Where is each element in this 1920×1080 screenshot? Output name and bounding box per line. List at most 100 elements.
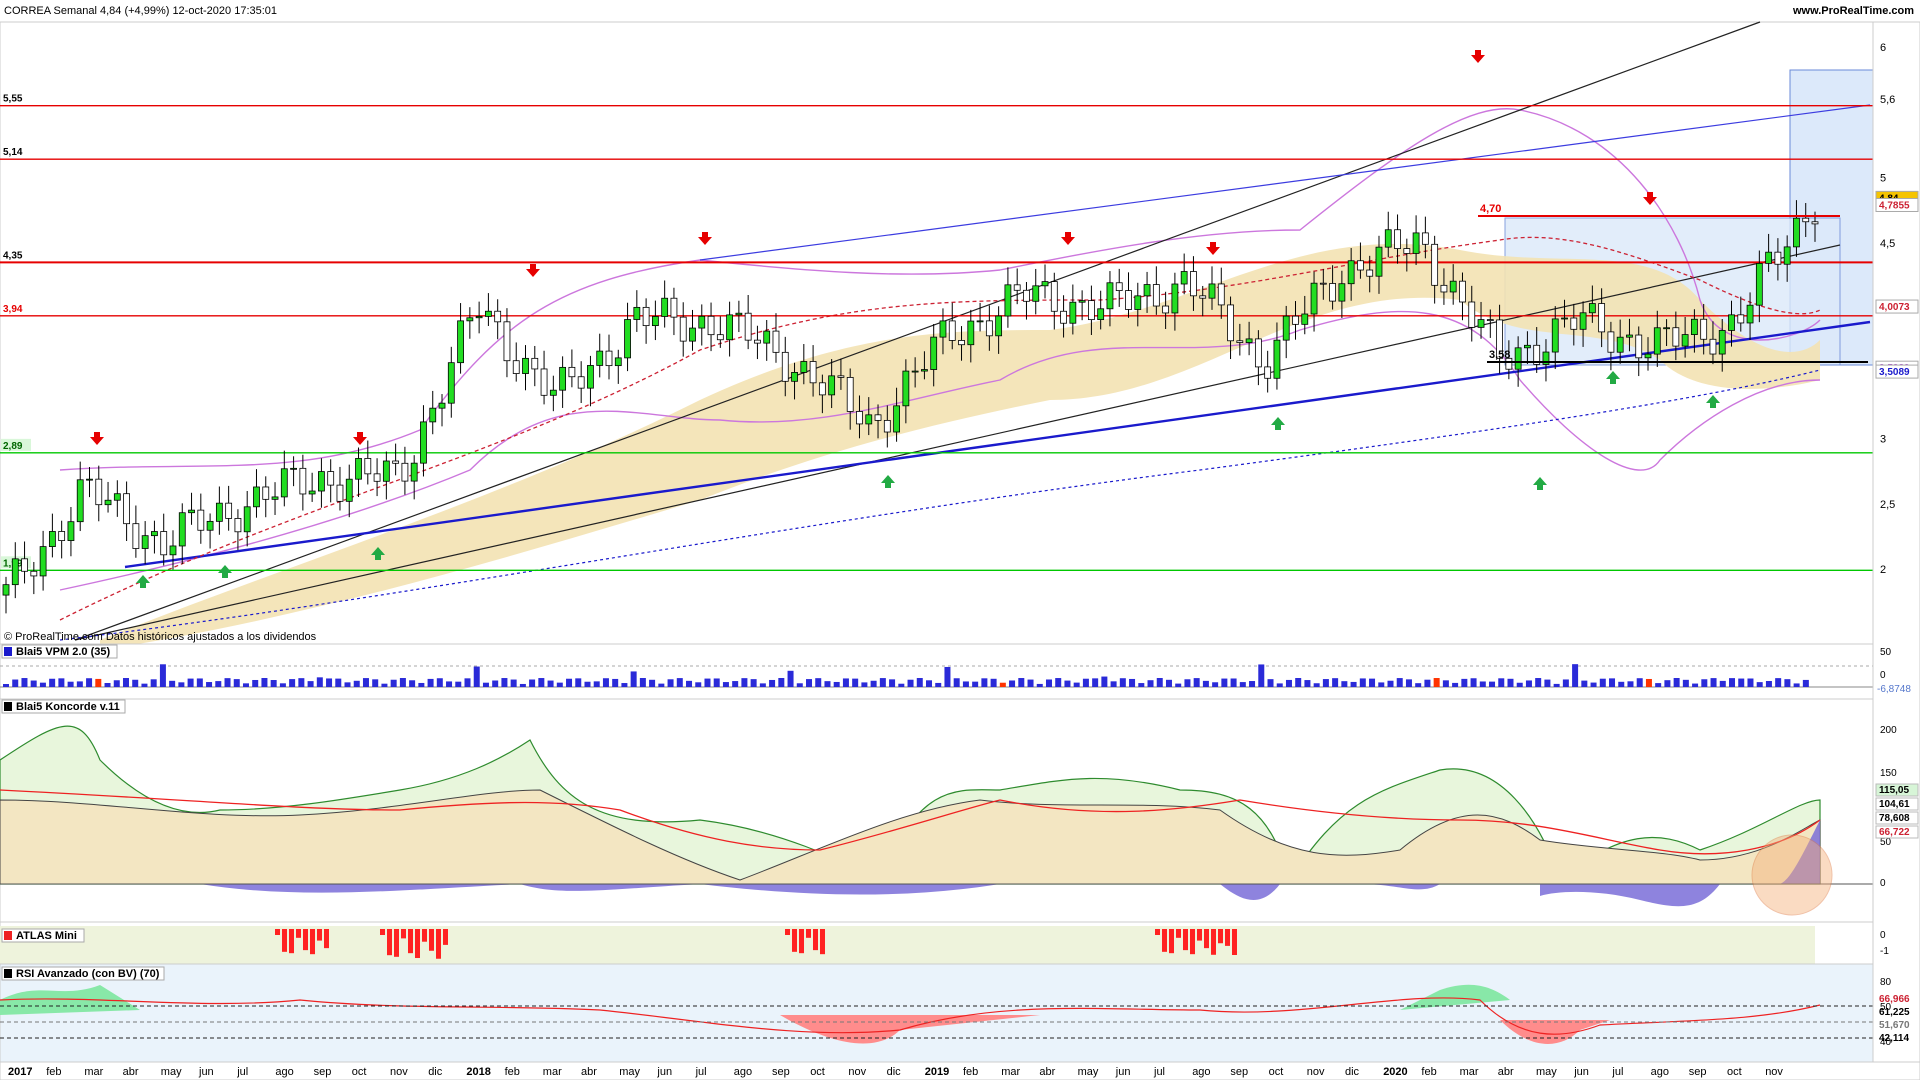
atlas-bar [1218, 929, 1223, 944]
candle [280, 468, 288, 498]
vpm-bar [1784, 679, 1791, 687]
rsi-over-2 [1400, 984, 1510, 1010]
vpm-bar [104, 683, 111, 687]
vpm-bar [1618, 681, 1625, 687]
candle [1524, 344, 1531, 349]
x-tick: dic [428, 1066, 443, 1078]
candle [1162, 305, 1170, 314]
vpm-bar [1350, 681, 1357, 687]
candle [893, 405, 900, 433]
candle [1125, 290, 1132, 310]
candle [1227, 304, 1234, 342]
candle [188, 509, 195, 514]
highlight-circle [1751, 834, 1833, 916]
x-tick: jul [236, 1066, 248, 1078]
buy-arrow-icon [371, 547, 385, 560]
vpm-bar [1396, 678, 1403, 687]
x-tick: dic [1345, 1066, 1360, 1078]
vpm-bar [76, 681, 83, 687]
vpm-bar [279, 683, 286, 687]
vpm-bar [1479, 681, 1486, 687]
vpm-bar [1230, 678, 1237, 687]
sell-arrow-icon [1643, 192, 1657, 205]
vpm-tag: -6,8748 [1877, 684, 1911, 695]
atlas-bar [792, 929, 797, 952]
vpm-bar [206, 682, 213, 687]
vpm-title: Blai5 VPM 2.0 (35) [16, 646, 110, 658]
candle [568, 366, 576, 378]
level-label-0: 5,55 [3, 94, 23, 105]
levels: 5,555,144,353,942,891,990 [0, 91, 1873, 572]
atlas-bar [296, 929, 301, 938]
vpm-bar [778, 678, 785, 687]
sell-arrow-icon [698, 232, 712, 245]
vpm-bar [1636, 678, 1643, 687]
x-tick: feb [1421, 1066, 1436, 1078]
candle [540, 368, 548, 396]
candle [123, 493, 130, 525]
candle [1264, 366, 1272, 379]
vpm-bar [556, 682, 563, 687]
vpm-bar [584, 681, 591, 687]
vpm-bar [1387, 680, 1394, 687]
koncorde-tag-label: 104,61 [1879, 799, 1910, 810]
vpm-bar [1765, 681, 1772, 687]
vpm-bar [547, 680, 554, 687]
vpm-bar [953, 678, 960, 687]
vpm-bar [1055, 678, 1062, 687]
atlas-title: ATLAS Mini [16, 930, 77, 942]
x-tick: abr [123, 1066, 139, 1078]
vpm-bar [141, 683, 148, 687]
candle [141, 535, 149, 549]
atlas-bar [820, 929, 825, 955]
vpm-bar [1212, 682, 1219, 687]
atlas-bar [436, 929, 441, 959]
vpm-bar [787, 670, 794, 687]
x-tick: nov [848, 1066, 866, 1078]
candle [1737, 314, 1745, 324]
buy-arrow-icon [1271, 417, 1285, 430]
x-tick: 2017 [8, 1066, 32, 1078]
atlas-bar [310, 929, 315, 955]
candle [438, 402, 446, 409]
vpm-bar [1193, 678, 1200, 687]
vpm-bar [473, 666, 480, 687]
panel-titles: Blai5 VPM 2.0 (35) Blai5 Koncorde v.11 A… [1, 644, 165, 981]
atlas-bar [1211, 929, 1216, 955]
vpm-bar [806, 679, 813, 687]
vpm-bar [602, 678, 609, 687]
price-tag-2 [1875, 299, 1919, 314]
trend-middle [74, 244, 1841, 641]
vpm-bar [95, 678, 102, 687]
vpm-bar [1184, 679, 1191, 687]
price-tick: 5,6 [1880, 94, 1895, 106]
koncorde-tag-label: 66,722 [1879, 827, 1910, 838]
vpm-bar [427, 678, 434, 687]
atlas-bar [806, 929, 811, 938]
candle [1412, 232, 1420, 254]
x-tick: jun [198, 1066, 214, 1078]
candle [1449, 280, 1457, 293]
x-tick: may [1078, 1066, 1099, 1078]
vpm-bar [1239, 682, 1246, 687]
candle [512, 360, 520, 374]
rsi-tag-label: 61,225 [1879, 1007, 1910, 1018]
level-tag-3 [1, 301, 31, 314]
atlas-bar [289, 929, 294, 954]
candle [1236, 340, 1244, 343]
candle [1088, 300, 1095, 321]
atlas-panel [0, 921, 1874, 965]
candle [466, 317, 474, 322]
candle [772, 330, 780, 353]
vpm-bar [1378, 682, 1385, 687]
atlas-bar [799, 929, 804, 954]
candle [902, 370, 910, 407]
x-tick: 2020 [1383, 1066, 1407, 1078]
vpm-bar [344, 682, 351, 687]
vpm-bar [815, 678, 822, 687]
candle [104, 499, 112, 506]
candle [716, 334, 724, 341]
price-tag-1 [1875, 197, 1919, 212]
x-tick: nov [390, 1066, 408, 1078]
candle [11, 558, 19, 586]
